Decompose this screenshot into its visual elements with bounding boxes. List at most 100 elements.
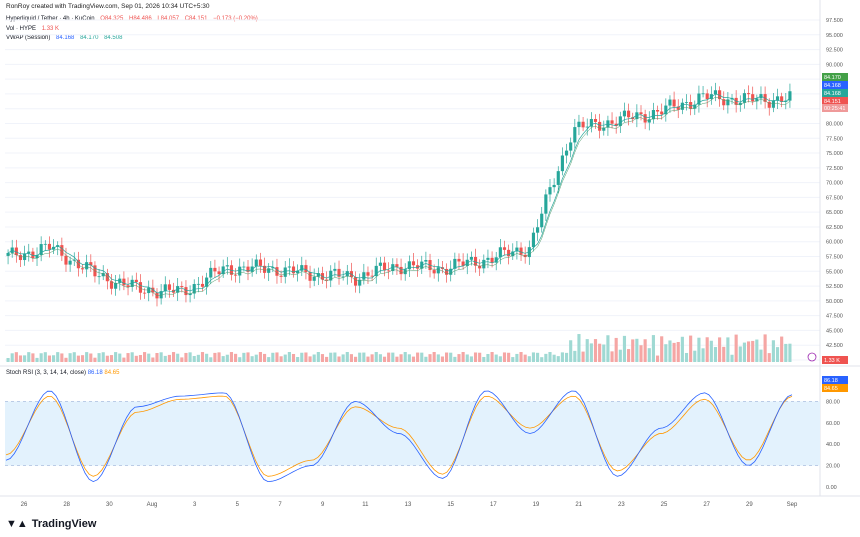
- x-tick-label: 27: [703, 502, 710, 508]
- candle-body: [109, 281, 114, 289]
- volume-legend[interactable]: Vol · HYPE 1.33 K: [6, 26, 63, 32]
- candle-body: [254, 259, 258, 267]
- x-tick-label: 9: [321, 502, 325, 508]
- volume-bar: [242, 352, 246, 362]
- volume-bar: [469, 356, 473, 362]
- volume-bar: [275, 352, 279, 362]
- x-tick-label: 25: [661, 502, 668, 508]
- volume-bar: [76, 355, 80, 362]
- close-value: C84.151: [184, 16, 208, 22]
- candle-body: [275, 267, 279, 276]
- candle-body: [304, 265, 308, 273]
- x-tick-label: Sep: [787, 502, 798, 508]
- candle-body: [35, 254, 39, 259]
- volume-bar: [631, 339, 635, 362]
- volume-bar: [618, 349, 622, 362]
- candle-body: [697, 93, 701, 105]
- rsi-tick-label: 20.00: [826, 464, 840, 470]
- volume-bar: [515, 353, 519, 362]
- price-tick-label: 77.500: [826, 136, 843, 142]
- price-tick-label: 47.500: [826, 314, 843, 320]
- rsi-tick-label: 60.00: [826, 421, 840, 427]
- volume-bar: [97, 353, 101, 362]
- candle-body: [449, 268, 453, 275]
- volume-bar: [726, 337, 730, 362]
- x-tick-label: 26: [21, 502, 28, 508]
- candle-body: [718, 90, 722, 100]
- volume-bar: [581, 351, 585, 362]
- volume-bar: [722, 346, 726, 362]
- volume-bar: [155, 353, 159, 362]
- tradingview-logo[interactable]: ▼▲ TradingView: [6, 518, 96, 530]
- candle-body: [378, 262, 382, 266]
- candle-body: [370, 275, 374, 277]
- volume-bar: [138, 354, 143, 362]
- candle-body: [134, 279, 138, 283]
- volume-bar: [6, 358, 10, 362]
- volume-bar: [627, 349, 631, 362]
- rsi-k-badge-bg: [822, 376, 848, 384]
- volume-bar: [325, 356, 329, 362]
- volume-bar: [47, 355, 52, 362]
- countdown-badge-bg: [822, 104, 848, 112]
- volume-bar: [234, 353, 238, 362]
- volume-bar: [473, 352, 478, 362]
- volume-bar: [184, 352, 188, 362]
- price-tick-label: 72.500: [826, 166, 843, 172]
- volume-bar: [353, 356, 358, 362]
- volume-bar: [552, 354, 556, 362]
- candle-body: [738, 102, 742, 105]
- volume-bar: [664, 344, 668, 362]
- symbol-legend[interactable]: Hyperliquid / Tether · 4h · KuCoin O84.3…: [6, 16, 262, 22]
- candle-body: [176, 286, 180, 293]
- volume-bar: [622, 335, 627, 362]
- candle-body: [403, 269, 407, 275]
- rsi-d-badge-bg: [822, 384, 848, 392]
- price-tick-label: 45.000: [826, 328, 843, 334]
- volume-bar: [693, 350, 697, 362]
- volume-bar: [101, 352, 105, 362]
- volume-bar: [560, 352, 564, 362]
- stoch-rsi-d-value: 84.65: [104, 370, 120, 376]
- volume-bar: [151, 357, 155, 362]
- volume-bar: [374, 352, 378, 362]
- candle-body: [217, 271, 221, 275]
- candle-body: [416, 265, 420, 269]
- candle-body: [469, 256, 473, 260]
- volume-bar: [788, 343, 792, 362]
- volume-bar: [147, 353, 151, 362]
- candle-body: [523, 254, 527, 258]
- price-tick-label: 55.000: [826, 269, 843, 275]
- candle-body: [548, 187, 552, 195]
- stoch-rsi-legend[interactable]: Stoch RSI (3, 3, 14, 14, close) 86.18 84…: [6, 370, 119, 376]
- volume-bar: [684, 352, 689, 362]
- change-value: −0.173 (−0.20%): [213, 16, 258, 22]
- candle-body: [639, 112, 643, 115]
- tradingview-icon: ▼▲: [6, 518, 28, 530]
- candle-body: [498, 247, 502, 258]
- candle-body: [655, 110, 660, 112]
- volume-bar: [341, 354, 345, 362]
- volume-bar: [304, 352, 308, 362]
- volume-bar: [114, 352, 118, 362]
- volume-bar: [734, 334, 738, 362]
- volume-bar: [420, 352, 424, 362]
- x-tick-label: Aug: [147, 502, 158, 508]
- price-badge: 84.168: [824, 83, 841, 89]
- vwap-legend[interactable]: VWAP (Session) 84.168 84.170 84.508: [6, 35, 126, 41]
- price-tick-label: 50.000: [826, 299, 843, 305]
- candle-body: [209, 267, 213, 278]
- candle-body: [618, 116, 622, 127]
- volume-bar: [378, 354, 382, 362]
- volume-bar: [300, 352, 304, 362]
- candle-body: [43, 243, 47, 245]
- volume-bar: [490, 352, 494, 362]
- candle-body: [76, 259, 80, 269]
- volume-bar: [89, 353, 93, 362]
- volume-bar: [655, 355, 660, 362]
- volume-bar: [759, 349, 763, 362]
- x-tick-label: 7: [278, 502, 282, 508]
- volume-bar: [171, 352, 176, 362]
- candle-body: [432, 270, 436, 274]
